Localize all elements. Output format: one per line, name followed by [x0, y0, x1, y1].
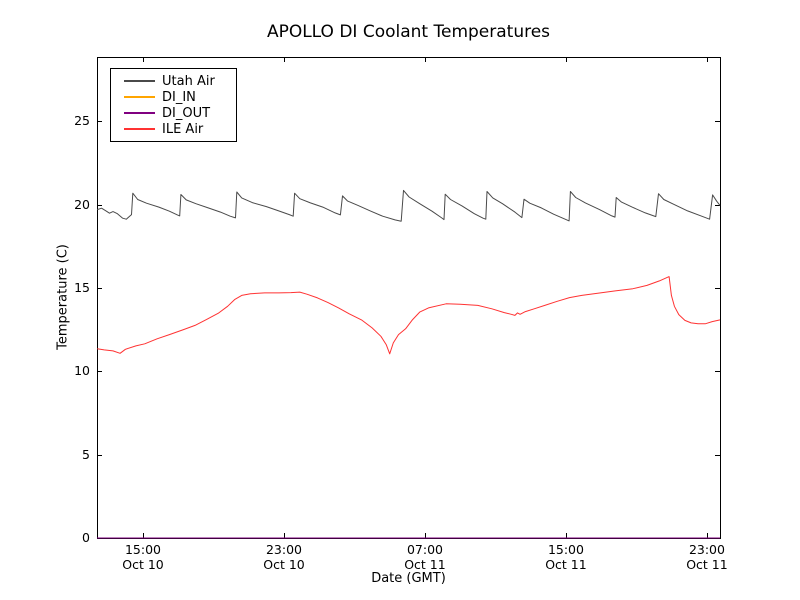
x-tick-label: 15:00 Oct 11 — [521, 542, 611, 572]
y-tick-label: 25 — [74, 113, 90, 129]
x-tick-time: 23:00 — [688, 542, 725, 557]
legend-line-sample — [124, 96, 155, 98]
legend-box: Utah Air DI_IN DI_OUT ILE Air — [110, 68, 237, 142]
x-tick-time: 15:00 — [124, 542, 161, 557]
legend-label: DI_OUT — [162, 105, 211, 121]
x-tick-label: 07:00 Oct 11 — [380, 542, 470, 572]
y-tick-label: 5 — [82, 446, 90, 462]
legend-line-sample — [124, 112, 155, 114]
x-tick-date: Oct 10 — [263, 557, 305, 572]
y-tick-label: 15 — [74, 279, 90, 295]
legend-label: DI_IN — [162, 89, 196, 105]
x-tick-date: Oct 10 — [122, 557, 164, 572]
y-axis-label: Temperature (C) — [55, 244, 71, 350]
legend-item: DI_OUT — [124, 105, 236, 121]
x-tick-time: 15:00 — [547, 542, 584, 557]
y-tick-label: 0 — [82, 530, 90, 545]
legend-label: ILE Air — [162, 121, 204, 137]
x-tick-date: Oct 11 — [686, 557, 728, 572]
legend-item: DI_IN — [124, 89, 236, 105]
legend-item: Utah Air — [124, 73, 236, 89]
y-tick-label: 20 — [74, 196, 90, 212]
legend-item: ILE Air — [124, 121, 236, 137]
series-line-ile-air — [97, 276, 721, 355]
legend-line-sample — [124, 80, 155, 82]
x-tick-date: Oct 11 — [404, 557, 446, 572]
x-tick-label: 23:00 Oct 10 — [239, 542, 329, 572]
legend-label: Utah Air — [162, 73, 215, 89]
x-tick-time: 23:00 — [265, 542, 302, 557]
series-line-utah-air — [97, 189, 721, 222]
x-tick-date: Oct 11 — [545, 557, 587, 572]
x-tick-time: 07:00 — [406, 542, 443, 557]
x-tick-label: 15:00 Oct 10 — [98, 542, 188, 572]
y-tick-label: 10 — [74, 363, 90, 379]
x-axis-label: Date (GMT) — [371, 571, 446, 586]
legend-line-sample — [124, 128, 155, 130]
x-tick-label: 23:00 Oct 11 — [662, 542, 752, 572]
chart-title: APOLLO DI Coolant Temperatures — [266, 22, 551, 42]
